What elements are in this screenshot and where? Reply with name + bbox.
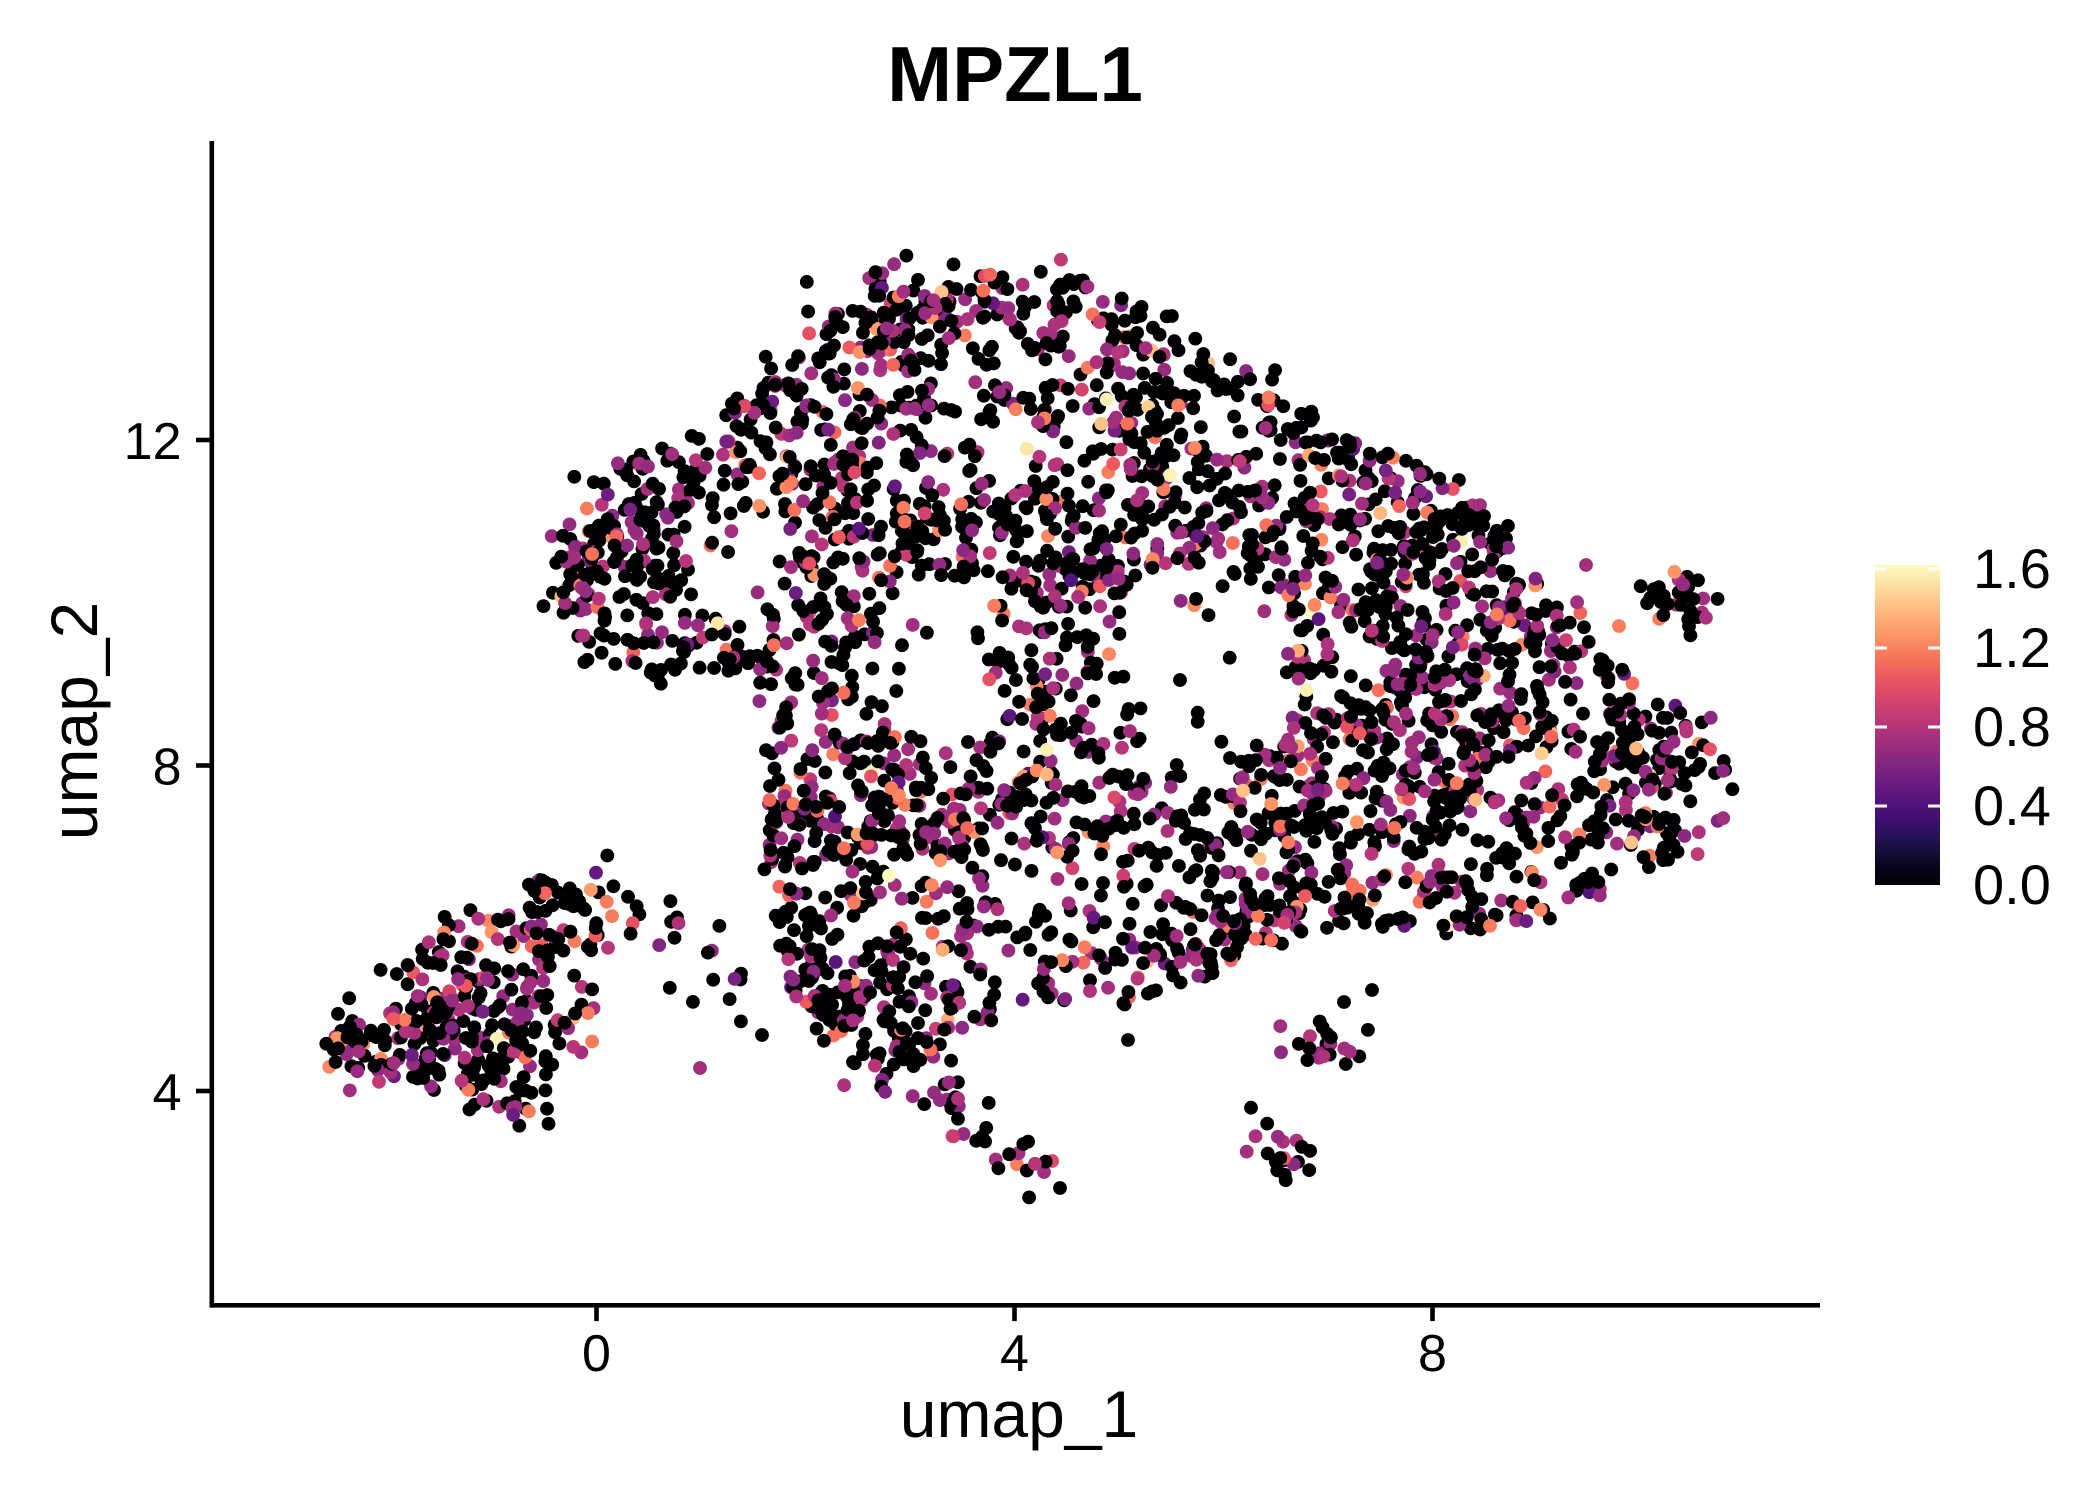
svg-text:1.2: 1.2	[1973, 616, 2051, 679]
svg-text:4: 4	[1000, 1325, 1029, 1383]
svg-text:0.4: 0.4	[1973, 774, 2051, 837]
svg-text:0: 0	[582, 1325, 611, 1383]
svg-text:1.6: 1.6	[1973, 537, 2051, 600]
svg-text:umap_1: umap_1	[900, 1377, 1139, 1451]
svg-text:8: 8	[1418, 1325, 1447, 1383]
svg-text:umap_2: umap_2	[37, 602, 111, 841]
svg-text:4: 4	[153, 1064, 182, 1122]
svg-text:12: 12	[124, 413, 182, 471]
svg-text:8: 8	[153, 739, 182, 797]
svg-text:MPZL1: MPZL1	[887, 30, 1143, 118]
svg-text:0.8: 0.8	[1973, 695, 2051, 758]
svg-text:0.0: 0.0	[1973, 853, 2051, 916]
